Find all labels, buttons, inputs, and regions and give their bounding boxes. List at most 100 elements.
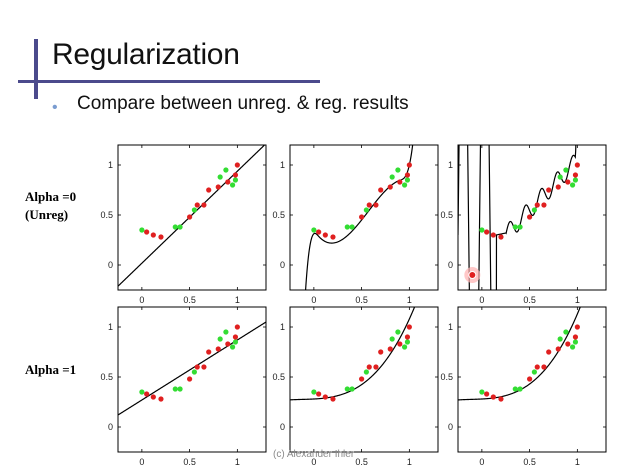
train-point — [574, 324, 580, 330]
x-tick-label: 0.5 — [355, 457, 368, 467]
train-point — [366, 364, 372, 370]
test-point — [177, 386, 183, 392]
fit-curve — [118, 145, 266, 287]
x-tick-label: 0.5 — [355, 295, 368, 305]
train-point — [144, 229, 150, 235]
test-point — [229, 344, 236, 350]
test-point — [311, 389, 317, 395]
test-point — [401, 182, 408, 188]
train-point — [234, 324, 240, 330]
train-point — [225, 179, 231, 185]
title-accent-horizontal-bar — [18, 80, 320, 83]
train-point — [316, 229, 322, 235]
train-point — [490, 394, 496, 400]
x-tick-label: 1 — [235, 295, 240, 305]
test-point — [569, 182, 576, 188]
train-point — [150, 394, 156, 400]
y-tick-label: 1 — [448, 322, 453, 332]
x-tick-label: 1 — [575, 295, 580, 305]
train-point — [546, 349, 552, 355]
test-point — [223, 329, 229, 335]
plot-panel-0-0: 0 0.5 1 0 0.5 1 — [100, 144, 267, 305]
test-point — [191, 369, 197, 375]
train-point — [397, 179, 403, 185]
plot-panel-0-1: 0 0.5 1 0 0.5 1 — [272, 144, 439, 305]
train-point — [194, 364, 200, 370]
train-point — [232, 334, 239, 340]
test-point — [217, 174, 223, 180]
test-point — [363, 207, 369, 213]
train-point — [534, 202, 540, 208]
test-point — [572, 339, 579, 345]
x-tick-label: 0.5 — [183, 457, 196, 467]
row-label-line: Alpha =1 — [25, 362, 77, 377]
copyright-footer: (c) Alexander Ihler — [273, 449, 355, 460]
test-point — [569, 344, 576, 350]
train-point — [498, 396, 504, 402]
test-point — [512, 224, 518, 230]
train-point — [206, 187, 212, 193]
test-point — [139, 227, 145, 233]
x-tick-label: 0 — [479, 457, 484, 467]
y-tick-label: 1 — [108, 322, 113, 332]
train-point — [158, 396, 164, 402]
train-point — [484, 391, 490, 397]
train-point — [565, 341, 571, 347]
row-label-alpha-1: Alpha =1 — [25, 361, 111, 379]
plot-panel-0-2: 0 0.5 1 0 0.5 1 — [440, 144, 607, 305]
x-tick-label: 0 — [311, 457, 316, 467]
train-point — [498, 234, 504, 240]
test-point — [311, 227, 317, 233]
test-point — [572, 177, 579, 183]
train-point — [387, 184, 393, 190]
x-tick-label: 0.5 — [183, 295, 196, 305]
train-point — [359, 214, 365, 220]
plot-frame — [117, 306, 267, 453]
train-point — [404, 334, 411, 340]
train-point — [322, 232, 328, 238]
plot-panel-1-1: 0 0.5 1 0 0.5 1 — [272, 306, 439, 467]
test-point — [389, 174, 395, 180]
test-point — [557, 336, 563, 342]
train-point — [541, 202, 547, 208]
y-tick-label: 0.5 — [440, 210, 453, 220]
y-tick-label: 0 — [280, 260, 285, 270]
y-tick-label: 0 — [448, 260, 453, 270]
y-tick-label: 0 — [280, 422, 285, 432]
test-point — [531, 207, 537, 213]
x-tick-label: 0 — [479, 295, 484, 305]
train-point — [397, 341, 403, 347]
title-accent-vertical-bar — [34, 39, 38, 99]
train-point — [330, 396, 336, 402]
train-point — [201, 202, 207, 208]
train-point — [225, 341, 231, 347]
y-tick-label: 0 — [108, 422, 113, 432]
x-tick-label: 1 — [575, 457, 580, 467]
test-point — [517, 386, 523, 392]
train-point — [572, 334, 579, 340]
test-point — [563, 329, 569, 335]
test-point — [229, 182, 236, 188]
train-point — [194, 202, 200, 208]
train-point — [484, 229, 490, 235]
train-point — [555, 346, 561, 352]
fit-curve — [118, 321, 266, 416]
train-point — [541, 364, 547, 370]
row-label-alpha-0: Alpha =0 (Unreg) — [25, 188, 111, 224]
test-point — [479, 389, 485, 395]
bullet-icon: • — [52, 99, 58, 116]
plot-panel-1-0: 0 0.5 1 0 0.5 1 — [100, 306, 267, 467]
y-tick-label: 1 — [280, 160, 285, 170]
x-tick-label: 0 — [139, 295, 144, 305]
y-tick-label: 0.5 — [100, 372, 113, 382]
train-point — [215, 184, 221, 190]
slide-title: Regularization — [52, 38, 240, 71]
test-point — [563, 167, 569, 173]
x-tick-label: 0.5 — [523, 295, 536, 305]
train-point — [187, 376, 193, 382]
test-point — [512, 386, 518, 392]
test-point — [404, 177, 411, 183]
test-point — [344, 386, 350, 392]
y-tick-label: 0.5 — [440, 372, 453, 382]
